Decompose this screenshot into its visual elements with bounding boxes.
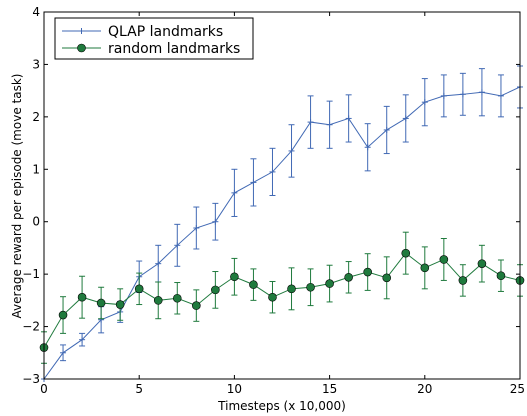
data-point <box>249 281 257 289</box>
data-point <box>326 280 334 288</box>
x-tick-label: 0 <box>40 382 48 396</box>
data-point <box>154 296 162 304</box>
data-point <box>135 285 143 293</box>
y-tick-label: −1 <box>22 267 40 281</box>
data-point <box>497 272 505 280</box>
data-point <box>345 273 353 281</box>
y-tick-label: 1 <box>32 162 40 176</box>
data-point <box>307 283 315 291</box>
data-point <box>173 294 181 302</box>
data-point <box>383 274 391 282</box>
y-tick-label: 4 <box>32 5 40 19</box>
data-point <box>97 299 105 307</box>
data-point <box>478 260 486 268</box>
data-point <box>364 268 372 276</box>
data-point <box>421 264 429 272</box>
x-tick-label: 10 <box>227 382 242 396</box>
data-point <box>116 301 124 309</box>
legend-label: random landmarks <box>108 41 240 57</box>
legend-label: QLAP landmarks <box>108 24 223 40</box>
data-point <box>402 249 410 257</box>
data-point <box>59 311 67 319</box>
x-tick-label: 20 <box>417 382 432 396</box>
x-tick-label: 25 <box>510 382 525 396</box>
x-axis-label: Timesteps (x 10,000) <box>217 399 346 413</box>
y-tick-label: −2 <box>22 320 40 334</box>
data-point <box>230 273 238 281</box>
data-point <box>192 302 200 310</box>
data-point <box>459 276 467 284</box>
y-tick-label: 0 <box>32 215 40 229</box>
y-tick-label: 3 <box>32 57 40 71</box>
data-point <box>211 286 219 294</box>
y-tick-label: −3 <box>22 372 40 386</box>
plot-area <box>44 12 520 379</box>
data-point <box>268 293 276 301</box>
x-tick-label: 15 <box>322 382 337 396</box>
data-point <box>78 293 86 301</box>
y-axis-label: Average reward per episode (move task) <box>10 74 24 319</box>
data-point <box>288 285 296 293</box>
y-tick-label: 2 <box>32 110 40 124</box>
legend-swatch-marker <box>78 44 86 52</box>
data-point <box>440 255 448 263</box>
x-tick-label: 5 <box>135 382 143 396</box>
